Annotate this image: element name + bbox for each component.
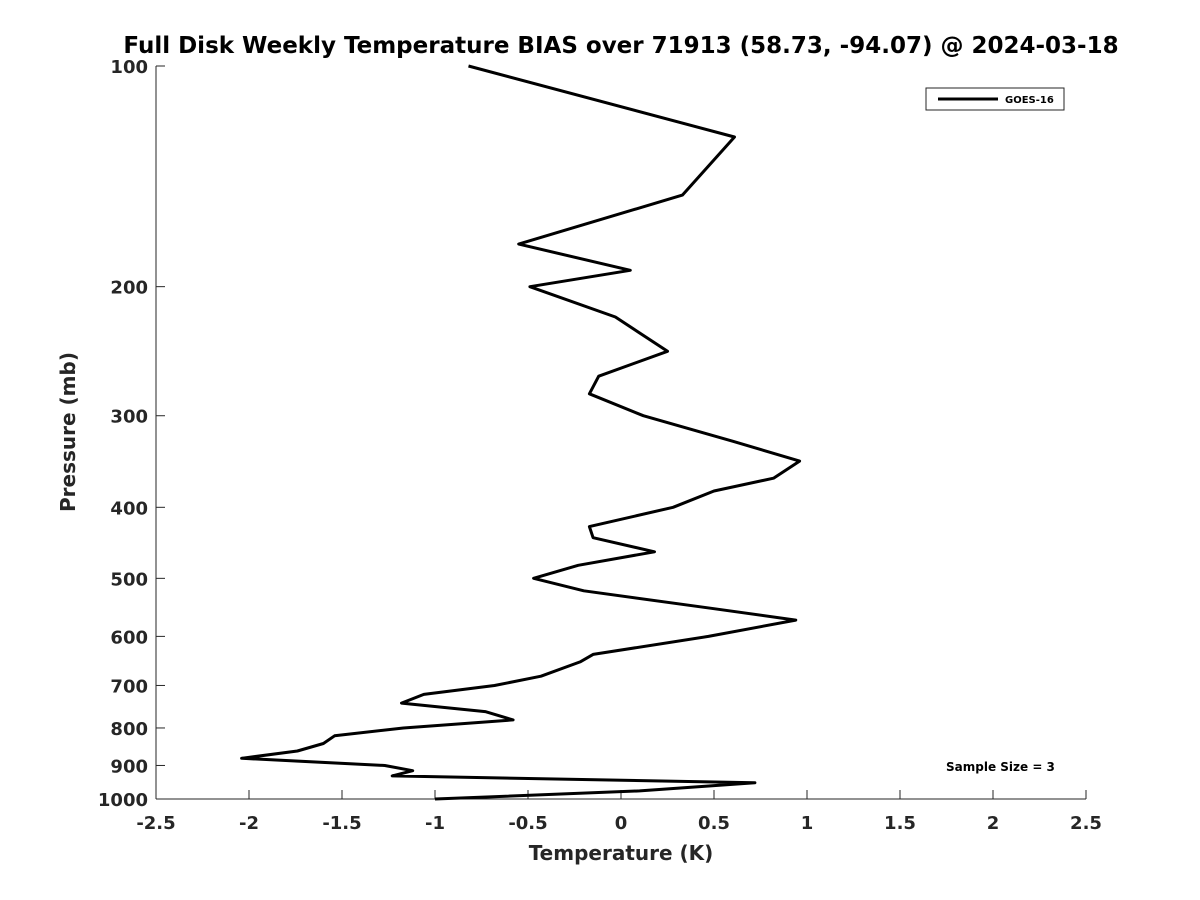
y-tick-label: 900	[110, 756, 148, 777]
chart-title: Full Disk Weekly Temperature BIAS over 7…	[123, 33, 1118, 59]
x-tick-label: -2.5	[136, 813, 175, 834]
x-tick-label: 2.5	[1070, 813, 1102, 834]
y-axis-label: Pressure (mb)	[56, 352, 80, 512]
y-tick-label: 800	[110, 719, 148, 740]
x-tick-label: 1.5	[884, 813, 916, 834]
sample-size-annotation: Sample Size = 3	[946, 760, 1055, 774]
x-tick-label: 0.5	[698, 813, 730, 834]
legend: GOES-16	[925, 87, 1065, 111]
y-tick-label: 600	[110, 627, 148, 648]
y-tick-label: 200	[110, 278, 148, 299]
y-tick-label: 100	[110, 57, 148, 78]
y-tick-label: 300	[110, 407, 148, 428]
x-tick-label: 1	[801, 813, 814, 834]
x-tick-label: -2	[239, 813, 259, 834]
y-tick-label: 400	[110, 498, 148, 519]
x-tick-label: 2	[987, 813, 1000, 834]
x-axis-label: Temperature (K)	[529, 841, 714, 865]
x-tick-label: -1.5	[322, 813, 361, 834]
y-tick-label: 500	[110, 569, 148, 590]
legend-label-goes-16: GOES-16	[1005, 95, 1054, 106]
y-axis-ticks: 100 200 300 400 500 600 700 800 900 1000	[98, 57, 165, 811]
x-tick-label: -1	[425, 813, 445, 834]
y-tick-label: 1000	[98, 790, 148, 811]
x-axis-ticks: -2.5 -2 -1.5 -1 -0.5 0 0.5 1 1.5 2 2.5	[136, 790, 1102, 834]
x-tick-label: 0	[615, 813, 628, 834]
series-line-goes-16	[240, 64, 802, 801]
x-tick-label: -0.5	[508, 813, 547, 834]
y-tick-label: 700	[110, 676, 148, 697]
